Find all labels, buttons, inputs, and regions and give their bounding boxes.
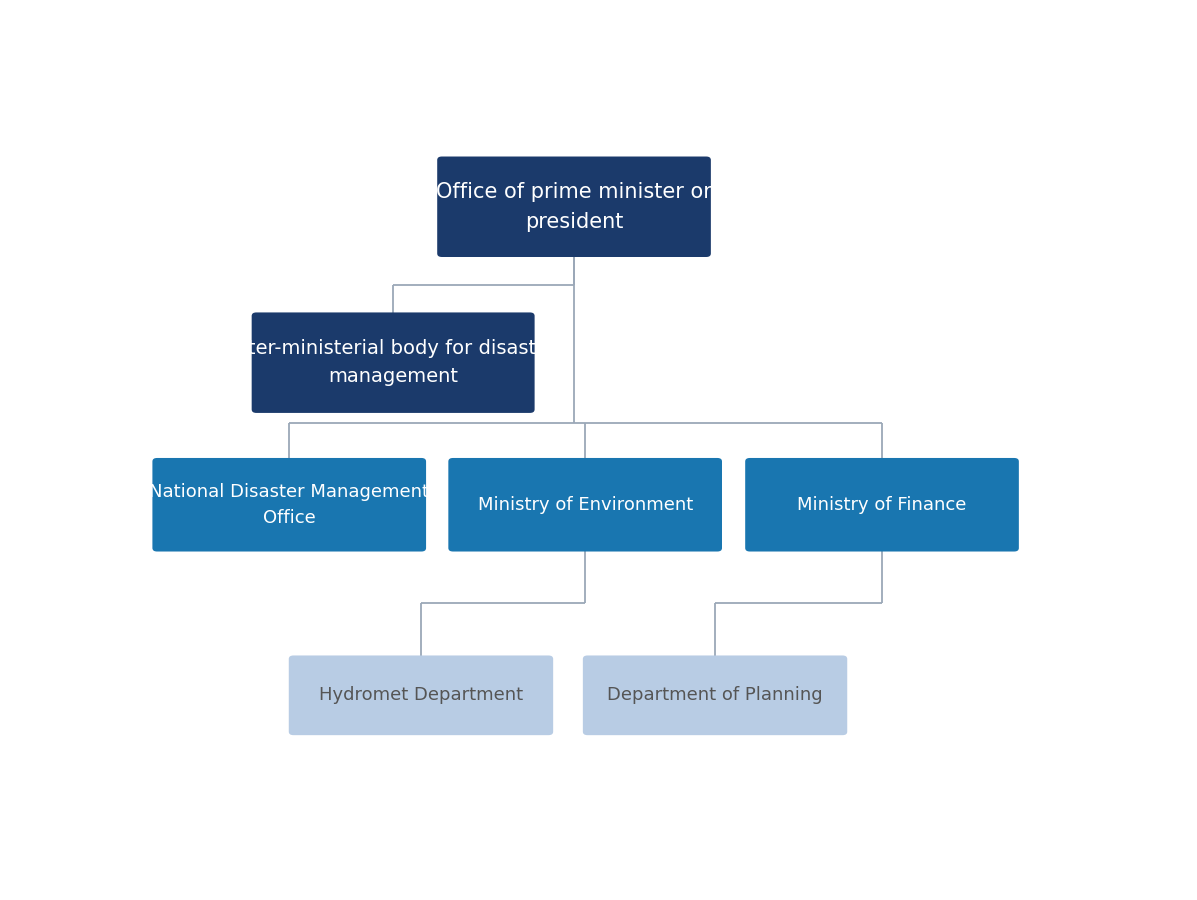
FancyBboxPatch shape	[449, 458, 722, 552]
FancyBboxPatch shape	[152, 458, 426, 552]
FancyBboxPatch shape	[288, 655, 553, 735]
FancyBboxPatch shape	[583, 655, 847, 735]
Text: Department of Planning: Department of Planning	[607, 687, 822, 705]
FancyBboxPatch shape	[746, 458, 1019, 552]
FancyBboxPatch shape	[437, 157, 711, 257]
Text: Ministry of Finance: Ministry of Finance	[797, 496, 967, 514]
Text: Hydromet Department: Hydromet Department	[318, 687, 523, 705]
Text: Office of prime minister or
president: Office of prime minister or president	[436, 182, 712, 231]
Text: Ministry of Environment: Ministry of Environment	[478, 496, 693, 514]
Text: National Disaster Management
Office: National Disaster Management Office	[150, 482, 430, 526]
FancyBboxPatch shape	[251, 312, 535, 413]
Text: Inter-ministerial body for disaster
management: Inter-ministerial body for disaster mana…	[230, 339, 557, 386]
